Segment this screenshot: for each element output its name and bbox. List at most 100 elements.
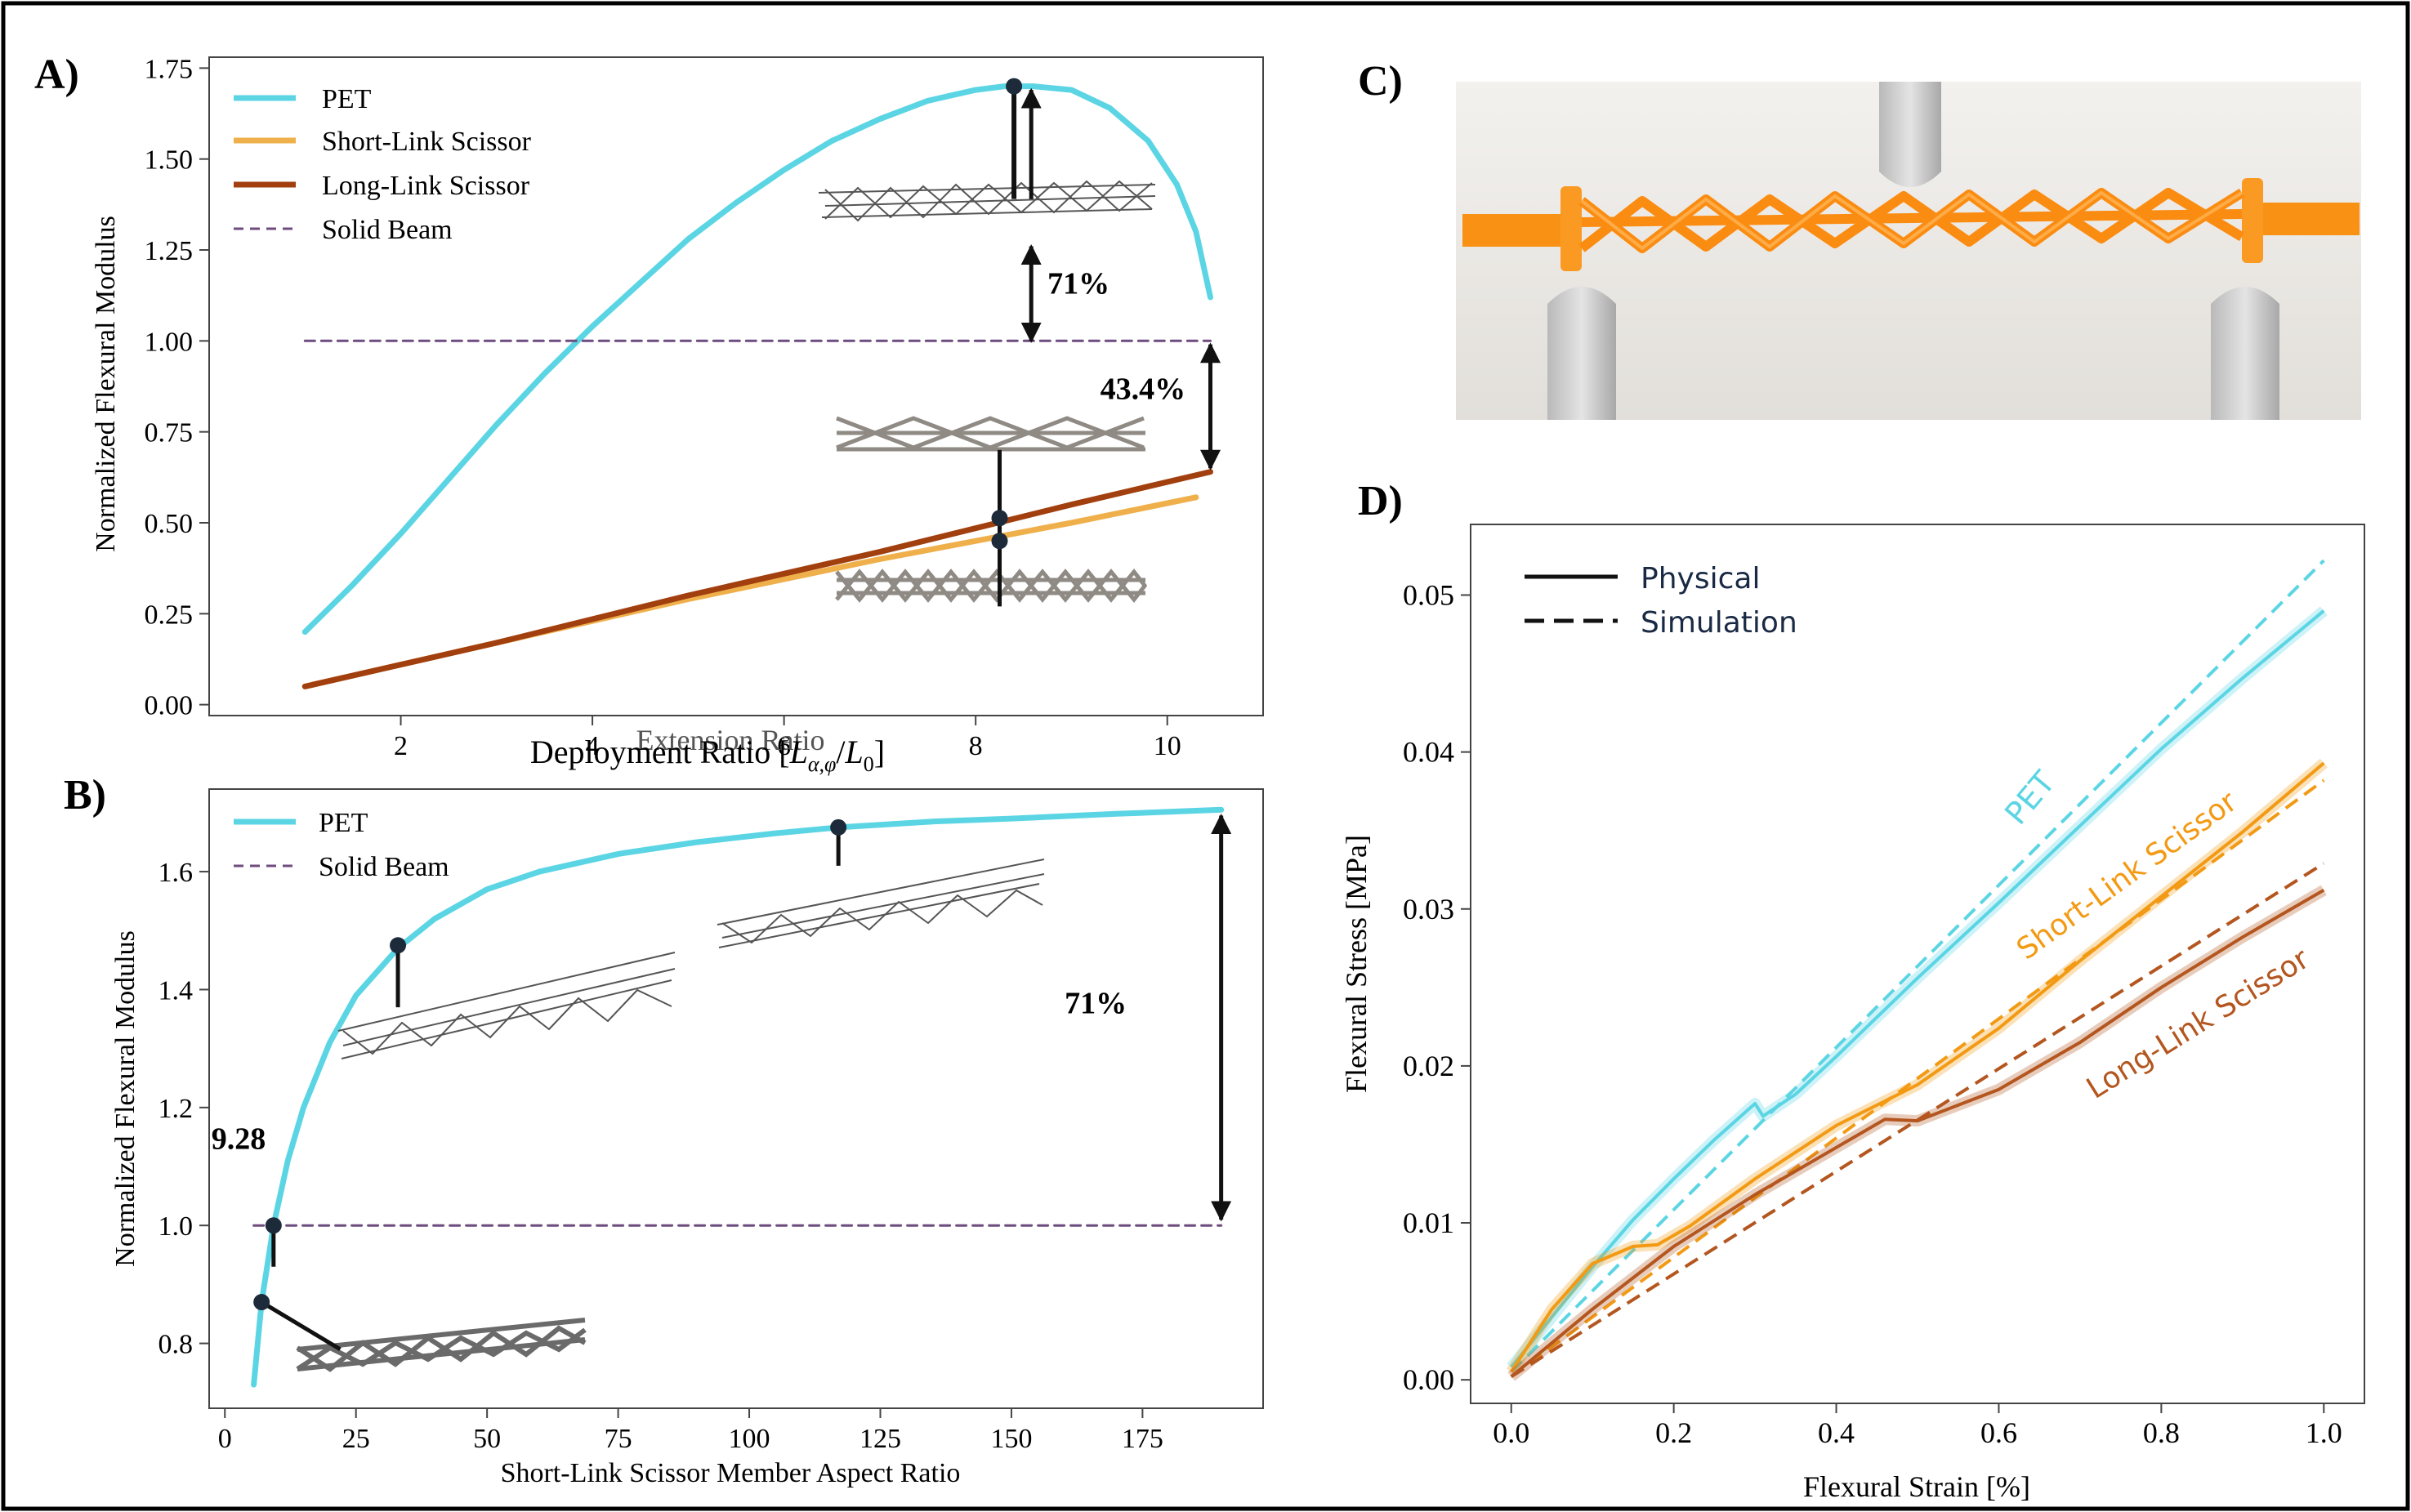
chart-d-y-ticks: 0.00 0.01 0.02 0.03 0.04 0.05: [1403, 578, 1471, 1396]
chart-a-long-link-sketch: [836, 416, 1145, 452]
chart-d-legend: Physical Simulation: [1525, 562, 1797, 640]
b-x-tick-label: 75: [605, 1424, 632, 1454]
legend-a-short-label: Short-Link Scissor: [322, 127, 532, 157]
chart-b-y-ticks: 0.8 1.0 1.2 1.4 1.6: [159, 858, 209, 1360]
chart-a-legend: PET Short-Link Scissor Long-Link Scissor…: [234, 84, 532, 245]
d-x-tick-label: 1.0: [2306, 1416, 2342, 1449]
a-y-tick-label: 0.00: [145, 691, 194, 721]
d-y-tick-label: 0.03: [1403, 893, 1454, 925]
a-y-tick-label: 1.00: [145, 327, 194, 357]
chart-a-short-marker: [991, 533, 1008, 550]
chart-a-series: [301, 83, 1213, 689]
legend-d-physical-label: Physical: [1641, 562, 1760, 595]
a-y-tick-label: 0.25: [145, 600, 194, 630]
chart-d-series-long-link-scissor-physical: [1510, 888, 2325, 1378]
chart-d: 0.0 0.2 0.4 0.6 0.8 1.0 0.000.010.020.030.040…: [1340, 524, 2365, 1503]
b-y-tick-label: 1.4: [159, 975, 194, 1006]
chart-d-y-axis-label: Flexural Stress [MPa]: [1340, 835, 1373, 1093]
chart-b-structure-sketch-2: [337, 952, 676, 1059]
a-y-tick-label: 1.50: [145, 145, 194, 176]
a-y-tick-label: 1.25: [145, 236, 194, 266]
chart-a-y-axis-label: Normalized Flexural Modulus: [91, 216, 121, 552]
b-x-tick-label: 100: [729, 1424, 770, 1454]
d-x-tick-label: 0.0: [1493, 1416, 1529, 1449]
legend-a-long-label: Long-Link Scissor: [322, 171, 530, 201]
chart-a-x-ticks: 2 4 6 8 10: [394, 716, 1181, 761]
a-y-tick-label: 0.50: [145, 509, 194, 539]
chart-d-series-long-link-scissor-simulation: [1510, 862, 2325, 1378]
chart-b-x-ticks: 0 25 50 75 100 125 150 175: [218, 1408, 1163, 1454]
chart-a-x-axis-label-overlap: Extension Ratio: [636, 724, 825, 756]
photo-right-support: [2211, 287, 2279, 420]
chart-b-annotations: 9.28 71%: [212, 813, 1232, 1351]
d-x-tick-label: 0.2: [1655, 1416, 1692, 1449]
b-x-tick-label: 150: [990, 1424, 1032, 1454]
chart-a-pet-structure-sketch: [818, 180, 1156, 222]
chart-a-annotation-43: 43.4%: [1101, 372, 1186, 407]
a-x-tick-label: 10: [1154, 731, 1181, 761]
chart-a-short-link-sketch: [835, 568, 1147, 604]
chart-b-marker-high: [830, 818, 847, 836]
chart-b-marker-knee: [265, 1217, 282, 1234]
chart-d-series: [1506, 559, 2328, 1381]
d-y-tick-label: 0.04: [1403, 736, 1454, 769]
chart-a-series-pet: [301, 83, 1213, 636]
b-x-tick-label: 125: [859, 1424, 901, 1454]
b-y-tick-label: 0.8: [159, 1330, 194, 1360]
b-x-tick-label: 25: [342, 1424, 370, 1454]
chart-d-x-ticks: 0.0 0.2 0.4 0.6 0.8 1.0: [1493, 1403, 2342, 1449]
chart-a-peak-marker: [1006, 78, 1023, 95]
chart-b-structure-sketch-1: [717, 859, 1045, 948]
b-y-tick-label: 1.2: [159, 1094, 194, 1124]
a-x-tick-label: 6: [777, 731, 791, 761]
photo-orange-specimen: [1462, 178, 2360, 271]
a-y-tick-label: 0.75: [145, 418, 194, 448]
panel-label-c: C): [1358, 58, 1403, 105]
d-y-tick-label: 0.01: [1403, 1206, 1454, 1239]
photo-left-support: [1547, 287, 1616, 420]
chart-b-structure-sketch-3: [296, 1318, 587, 1372]
chart-d-series-pet-simulation: [1510, 559, 2325, 1374]
b-y-tick-label: 1.6: [159, 858, 194, 888]
d-x-tick-label: 0.8: [2143, 1416, 2180, 1449]
chart-a-frame: [208, 56, 1264, 716]
chart-b-frame: [208, 788, 1264, 1409]
chart-a-annotations: 71% 43.4%: [991, 78, 1221, 607]
chart-b-x-axis-label: Short-Link Scissor Member Aspect Ratio: [501, 1458, 961, 1488]
chart-b-series-pet: [251, 806, 1225, 1388]
legend-b-pet-label: PET: [319, 808, 368, 838]
chart-d-series-short-link-scissor-simulation: [1510, 778, 2325, 1378]
chart-b-marker-low: [253, 1294, 270, 1311]
chart-b-annotation-71: 71%: [1065, 986, 1127, 1020]
b-x-tick-label: 0: [218, 1424, 232, 1454]
chart-b-marker-stem-low: [260, 1300, 342, 1351]
chart-a-y-ticks: 0.00 0.25 0.50 0.75 1.00 1.25 1.50 1.75: [145, 54, 209, 721]
legend-a-pet-label: PET: [322, 84, 372, 114]
d-y-tick-label: 0.02: [1403, 1050, 1454, 1082]
chart-d-series-short-link-scissor-physical: [1510, 761, 2325, 1373]
photo-top-pin: [1879, 82, 1941, 187]
legend-a-solid-label: Solid Beam: [322, 215, 453, 245]
d-x-tick-label: 0.4: [1818, 1416, 1855, 1449]
a-x-tick-label: 8: [969, 731, 983, 761]
d-x-tick-label: 0.6: [1980, 1416, 2017, 1449]
b-y-tick-label: 1.0: [159, 1211, 194, 1242]
b-x-tick-label: 175: [1122, 1424, 1163, 1454]
chart-a-x-axis-label: Deployment Ratio [Lα,φ/L0]: [530, 734, 885, 776]
panel-label-b: B): [64, 772, 106, 818]
a-y-tick-label: 1.75: [145, 54, 194, 84]
photo-panel-c: [1456, 82, 2361, 420]
a-x-tick-label: 4: [586, 731, 600, 761]
chart-b-legend: PET Solid Beam: [234, 808, 449, 882]
chart-a-annotation-71: 71%: [1047, 266, 1110, 301]
chart-a-series-long-link-scissor: [301, 469, 1213, 689]
chart-d-x-axis-label: Flexural Strain [%]: [1803, 1470, 2030, 1503]
d-y-tick-label: 0.05: [1403, 578, 1454, 611]
chart-a: 2 4 6 8 10 0.000.250.500.751.001.251.501.75 …: [91, 54, 1264, 776]
b-x-tick-label: 50: [473, 1424, 501, 1454]
a-x-tick-label: 2: [394, 731, 408, 761]
d-y-tick-label: 0.00: [1403, 1363, 1454, 1396]
legend-d-simulation-label: Simulation: [1641, 606, 1797, 640]
chart-b-annotation-928: 9.28: [212, 1122, 266, 1156]
